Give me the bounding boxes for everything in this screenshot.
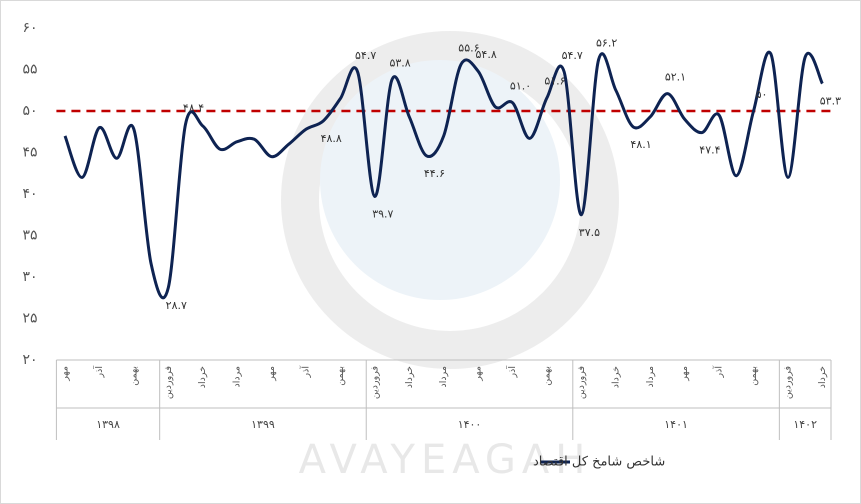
x-tick-label: مرداد	[645, 366, 656, 387]
data-label: ۲۸.۷	[166, 299, 187, 312]
x-tick-label: مرداد	[232, 366, 243, 387]
x-tick-label: بهمن	[335, 366, 346, 386]
x-tick-label: خرداد	[610, 366, 621, 388]
data-label: ۵۰	[756, 88, 768, 101]
x-tick-label: مرداد	[438, 366, 449, 387]
x-tick-label: آذر	[712, 366, 725, 379]
y-tick-label: ۳۰	[22, 269, 37, 285]
data-label: ۵۶.۲	[596, 37, 617, 50]
x-tick-label: مهر	[266, 366, 277, 382]
x-tick-label: بهمن	[128, 366, 139, 386]
x-tick-label: فروردین	[576, 366, 587, 399]
data-label: ۵۱.۰	[510, 80, 531, 93]
watermark: AVAYEAGAH	[299, 437, 592, 483]
x-tick-label: آذر	[92, 366, 105, 379]
data-label: ۵۴.۷	[562, 49, 583, 62]
group-label: ۱۴۰۰	[458, 418, 482, 431]
data-label: ۵۵.۶	[458, 42, 479, 55]
watermark-logo	[281, 31, 619, 369]
y-tick-label: ۴۰	[22, 186, 37, 202]
x-tick-label: آذر	[298, 366, 311, 379]
data-label: ۵۳.۳	[820, 95, 841, 108]
x-tick-label: بهمن	[541, 366, 552, 386]
legend-label: شاخص شامخ کل اقتصاد	[533, 455, 665, 470]
x-tick-label: بهمن	[748, 366, 759, 386]
data-label: ۵۳.۸	[389, 56, 410, 69]
y-tick-label: ۴۵	[22, 145, 37, 161]
x-tick-label: آذر	[505, 366, 518, 379]
y-tick-label: ۲۵	[22, 311, 37, 327]
data-label: ۵۴.۸	[476, 48, 497, 61]
x-tick-label: مهر	[60, 366, 71, 382]
data-label: ۴۸.۸	[321, 132, 342, 145]
y-tick-label: ۳۵	[22, 228, 37, 244]
x-tick-label: خرداد	[404, 366, 415, 388]
data-label: ۵۴.۷	[355, 49, 376, 62]
data-label: ۳۹.۷	[372, 207, 393, 220]
x-tick-label: مهر	[473, 366, 484, 382]
group-label: ۱۴۰۱	[664, 418, 688, 431]
group-label: ۱۳۹۹	[251, 418, 275, 431]
data-label: ۴۴.۶	[424, 167, 445, 180]
data-label: ۴۷.۴	[699, 144, 720, 157]
data-label: ۵۲.۱	[665, 71, 686, 84]
group-label: ۱۳۹۸	[96, 418, 120, 431]
x-tick-label: مهر	[679, 366, 690, 382]
data-label: ۵۱.۶	[544, 75, 565, 88]
y-tick-label: ۲۰	[22, 352, 37, 368]
y-tick-label: ۶۰	[22, 20, 37, 36]
y-tick-label: ۵۰	[22, 103, 37, 119]
data-label: ۴۸.۱	[630, 138, 651, 151]
x-tick-label: خرداد	[817, 366, 828, 388]
data-label: ۳۷.۵	[579, 226, 600, 239]
y-tick-label: ۵۵	[22, 62, 37, 78]
x-tick-label: فروردین	[782, 366, 793, 399]
group-label: ۱۴۰۲	[793, 418, 817, 431]
series-line	[63, 50, 824, 300]
data-label: ۴۸.۴	[183, 101, 204, 114]
x-tick-label: فروردین	[163, 366, 174, 399]
x-tick-label: فروردین	[369, 366, 380, 399]
x-tick-label: خرداد	[197, 366, 208, 388]
